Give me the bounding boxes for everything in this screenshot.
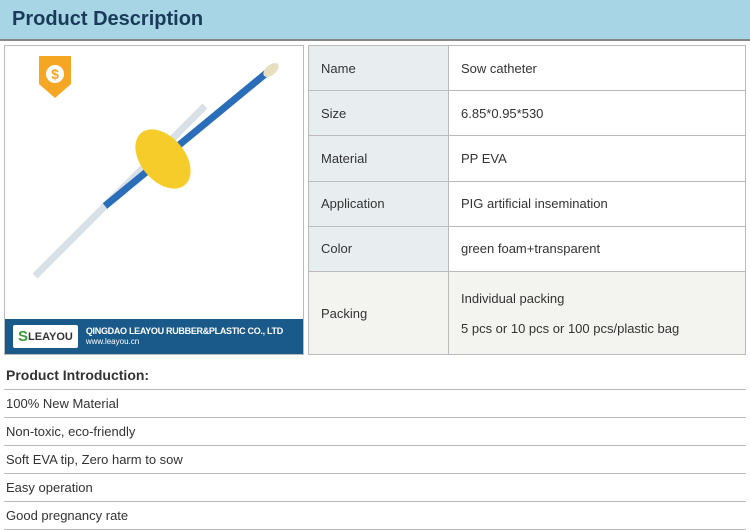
spec-label: Color xyxy=(309,226,449,271)
company-url: www.leayou.cn xyxy=(86,337,283,347)
spec-label: Name xyxy=(309,46,449,91)
table-row: Size6.85*0.95*530 xyxy=(309,91,746,136)
spec-label: Material xyxy=(309,136,449,181)
spec-value: Individual packing 5 pcs or 10 pcs or 10… xyxy=(449,272,746,355)
company-info: QINGDAO LEAYOU RUBBER&PLASTIC CO., LTD w… xyxy=(86,326,283,346)
product-image-cell: $ S LEAYOU QINGDAO LEAYOU RUBBER&PLASTIC… xyxy=(4,45,304,355)
spec-label: Size xyxy=(309,91,449,136)
spec-label: Application xyxy=(309,181,449,226)
product-image: $ xyxy=(5,46,303,319)
brand-logo: S LEAYOU xyxy=(13,325,78,348)
spec-label: Packing xyxy=(309,272,449,355)
spec-value: PIG artificial insemination xyxy=(449,181,746,226)
list-item: Non-toxic, eco-friendly xyxy=(4,418,746,446)
badge-icon: $ xyxy=(37,56,73,100)
list-item: Soft EVA tip, Zero harm to sow xyxy=(4,446,746,474)
image-footer: S LEAYOU QINGDAO LEAYOU RUBBER&PLASTIC C… xyxy=(5,319,303,354)
spec-value: Sow catheter xyxy=(449,46,746,91)
list-item: Easy operation xyxy=(4,474,746,502)
spec-value: green foam+transparent xyxy=(449,226,746,271)
company-name: QINGDAO LEAYOU RUBBER&PLASTIC CO., LTD xyxy=(86,326,283,337)
intro-list: 100% New MaterialNon-toxic, eco-friendly… xyxy=(4,390,746,530)
table-row: Material PP EVA xyxy=(309,136,746,181)
spec-tbody: NameSow catheterSize6.85*0.95*530Materia… xyxy=(309,46,746,355)
main-content: $ S LEAYOU QINGDAO LEAYOU RUBBER&PLASTIC… xyxy=(0,41,750,359)
page-title: Product Description xyxy=(12,8,738,31)
table-row: Colorgreen foam+transparent xyxy=(309,226,746,271)
list-item: 100% New Material xyxy=(4,390,746,418)
svg-text:$: $ xyxy=(51,66,59,82)
table-row: NameSow catheter xyxy=(309,46,746,91)
section-header: Product Description xyxy=(0,0,750,41)
spec-value: 6.85*0.95*530 xyxy=(449,91,746,136)
intro-title: Product Introduction: xyxy=(4,359,746,390)
logo-text: LEAYOU xyxy=(28,331,73,343)
list-item: Good pregnancy rate xyxy=(4,502,746,530)
table-row: PackingIndividual packing 5 pcs or 10 pc… xyxy=(309,272,746,355)
spec-value: PP EVA xyxy=(449,136,746,181)
intro-section: Product Introduction: 100% New MaterialN… xyxy=(0,359,750,530)
table-row: ApplicationPIG artificial insemination xyxy=(309,181,746,226)
spec-table: NameSow catheterSize6.85*0.95*530Materia… xyxy=(308,45,746,355)
logo-mark: S xyxy=(18,328,28,345)
